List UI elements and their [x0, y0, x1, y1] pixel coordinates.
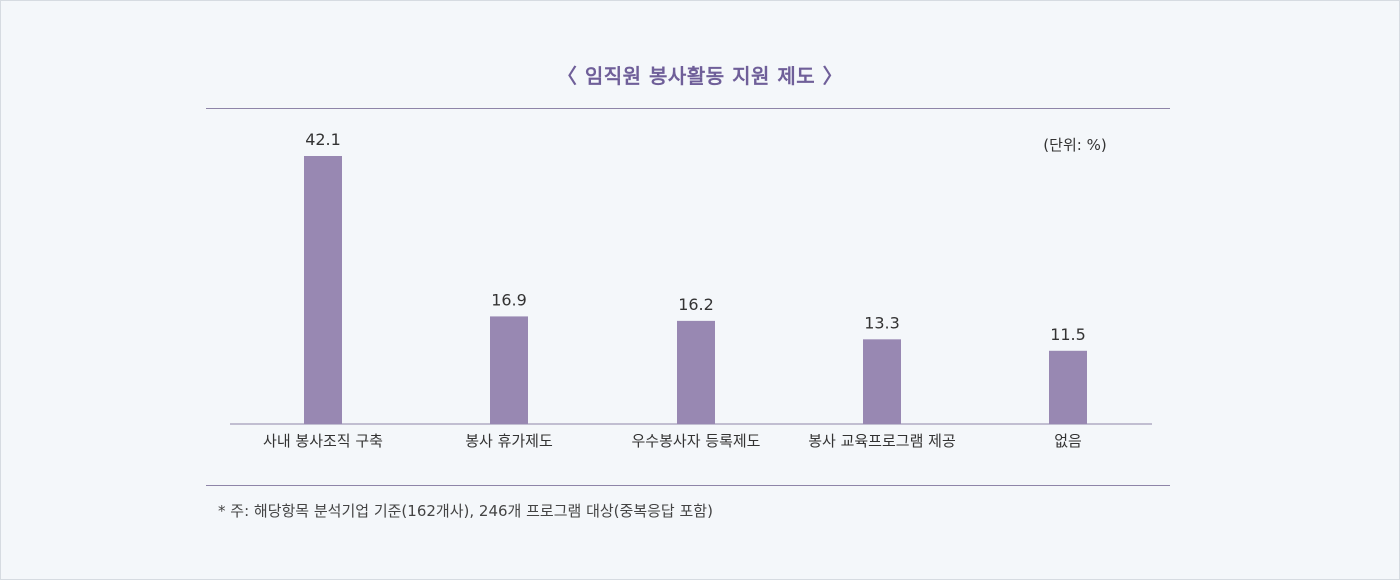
bar-1: [304, 156, 342, 424]
footnote: * 주: 해당항목 분석기업 기준(162개사), 246개 프로그램 대상(중…: [218, 502, 713, 520]
category-label-2: 봉사 휴가제도: [465, 432, 553, 450]
chart-title: 〈 임직원 봉사활동 지원 제도 〉: [556, 64, 844, 88]
value-label-4: 13.3: [864, 313, 900, 332]
value-label-3: 16.2: [678, 295, 714, 314]
category-label-1: 사내 봉사조직 구축: [263, 432, 383, 450]
category-label-5: 없음: [1054, 432, 1082, 450]
bar-4: [863, 339, 901, 424]
bar-2: [490, 316, 528, 424]
category-label-4: 봉사 교육프로그램 제공: [808, 432, 956, 450]
bar-3: [677, 320, 715, 424]
bottom-divider: [206, 485, 1170, 486]
value-label-5: 11.5: [1050, 325, 1086, 344]
unit-label: (단위: %): [1043, 136, 1107, 154]
value-label-2: 16.9: [491, 290, 527, 309]
top-divider: [206, 108, 1170, 109]
value-label-1: 42.1: [305, 130, 341, 149]
bar-5: [1049, 350, 1087, 424]
category-label-3: 우수봉사자 등록제도: [632, 432, 761, 450]
bars-group: 42.1 사내 봉사조직 구축 16.9 봉사 휴가제도 16.2 우수봉사자 등록제도 1…: [263, 130, 1087, 450]
